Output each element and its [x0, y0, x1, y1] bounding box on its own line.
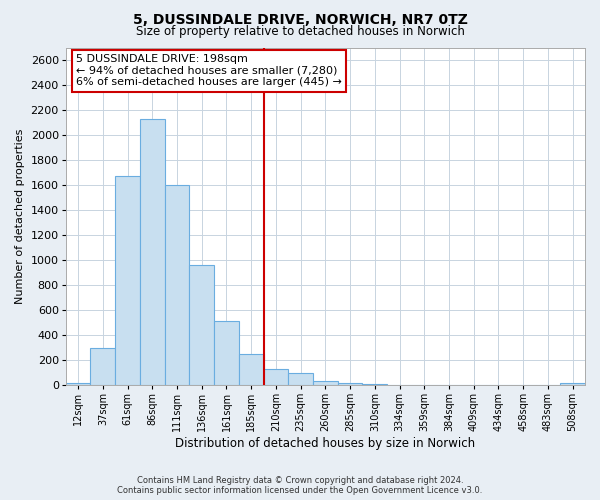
- Bar: [115, 176, 140, 385]
- Bar: [214, 322, 239, 385]
- Bar: [288, 372, 313, 385]
- Bar: [239, 354, 263, 385]
- Bar: [362, 384, 387, 385]
- Bar: [140, 119, 164, 385]
- X-axis label: Distribution of detached houses by size in Norwich: Distribution of detached houses by size …: [175, 437, 475, 450]
- Text: 5, DUSSINDALE DRIVE, NORWICH, NR7 0TZ: 5, DUSSINDALE DRIVE, NORWICH, NR7 0TZ: [133, 12, 467, 26]
- Text: Contains HM Land Registry data © Crown copyright and database right 2024.
Contai: Contains HM Land Registry data © Crown c…: [118, 476, 482, 495]
- Bar: [313, 380, 338, 385]
- Bar: [91, 348, 115, 385]
- Text: 5 DUSSINDALE DRIVE: 198sqm
← 94% of detached houses are smaller (7,280)
6% of se: 5 DUSSINDALE DRIVE: 198sqm ← 94% of deta…: [76, 54, 342, 88]
- Bar: [164, 185, 190, 385]
- Bar: [190, 265, 214, 385]
- Bar: [338, 383, 362, 385]
- Bar: [66, 382, 91, 385]
- Text: Size of property relative to detached houses in Norwich: Size of property relative to detached ho…: [136, 25, 464, 38]
- Bar: [263, 369, 288, 385]
- Y-axis label: Number of detached properties: Number of detached properties: [15, 128, 25, 304]
- Bar: [560, 382, 585, 385]
